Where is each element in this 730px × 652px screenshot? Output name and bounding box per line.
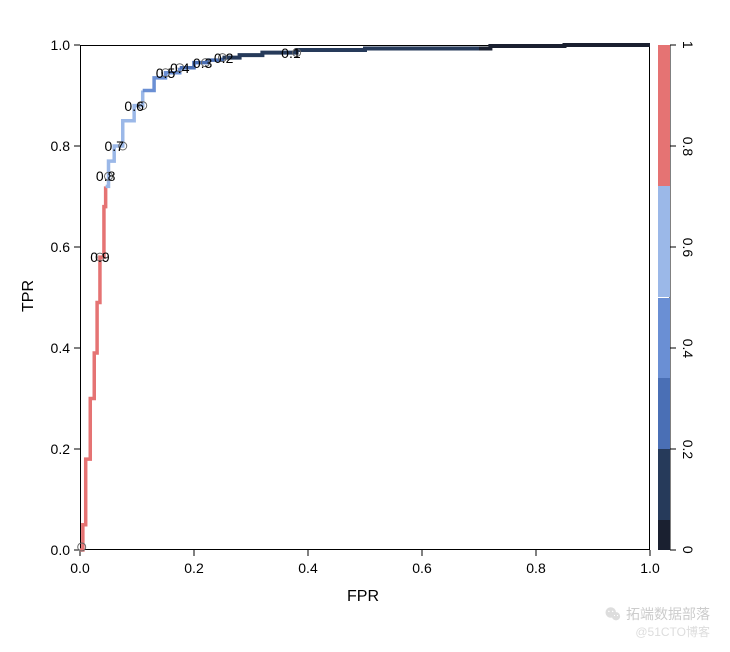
x-axis-label: FPR [347, 588, 379, 606]
threshold-label: 0.1 [281, 45, 300, 61]
roc-segment [223, 49, 480, 58]
colorbar-segment [658, 449, 670, 520]
colorbar-segment [658, 298, 670, 379]
y-tick-label: 0.8 [40, 138, 70, 154]
x-tick-label: 0.0 [70, 560, 89, 576]
watermark: 拓端数据部落 [604, 604, 710, 624]
x-tick-label: 0.6 [412, 560, 431, 576]
threshold-label: 0.3 [193, 55, 212, 71]
threshold-label: 0.9 [90, 249, 109, 265]
y2-tick-label: 0.8 [680, 136, 696, 155]
roc-segment [479, 45, 650, 49]
y-tick-label: 0.4 [40, 340, 70, 356]
threshold-label: 0.6 [124, 98, 143, 114]
x-tick-label: 0.2 [184, 560, 203, 576]
threshold-label: 0.2 [214, 50, 233, 66]
y2-tick-label: 0.2 [680, 439, 696, 458]
watermark-main: 拓端数据部落 [626, 604, 710, 624]
y-tick-label: 1.0 [40, 37, 70, 53]
y2-tick-label: 0.6 [680, 237, 696, 256]
colorbar-segment [658, 378, 670, 449]
colorbar-segment [658, 45, 670, 186]
x-tick-label: 1.0 [640, 560, 659, 576]
colorbar-segment [658, 520, 670, 550]
y-tick-label: 0.0 [40, 542, 70, 558]
threshold-label: 0.4 [170, 60, 189, 76]
roc-segment [80, 186, 106, 550]
y2-tick-label: 0.4 [680, 338, 696, 357]
threshold-label: 0.7 [104, 138, 123, 154]
threshold-label: 0.8 [96, 168, 115, 184]
colorbar [658, 45, 670, 550]
y-axis-label: TPR [20, 280, 38, 312]
x-tick-label: 0.4 [298, 560, 317, 576]
y2-tick-label: 0 [680, 546, 696, 554]
roc-curve-svg [0, 0, 730, 652]
y2-tick-label: 1 [680, 41, 696, 49]
x-tick-label: 0.8 [526, 560, 545, 576]
colorbar-segment [658, 186, 670, 297]
y-tick-label: 0.2 [40, 441, 70, 457]
wechat-icon [604, 605, 622, 623]
y-tick-label: 0.6 [40, 239, 70, 255]
watermark-sub: @51CTO博客 [635, 623, 710, 640]
